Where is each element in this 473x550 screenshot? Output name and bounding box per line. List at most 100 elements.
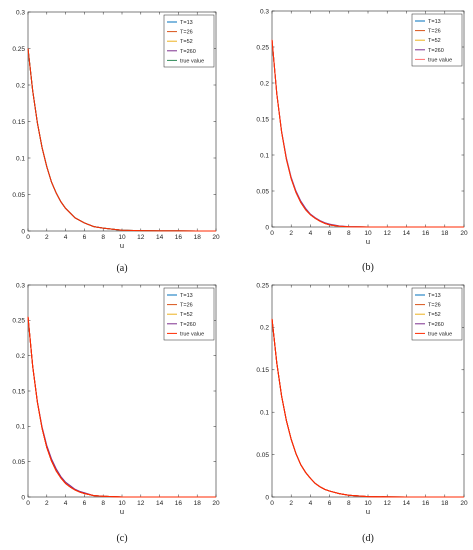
y-tick-label: 0.25: [12, 318, 25, 325]
x-axis-label: u: [120, 241, 124, 250]
legend-entry: T=13: [428, 19, 441, 25]
x-tick-label: 4: [309, 500, 313, 507]
x-tick-label: 6: [328, 230, 332, 237]
legend-entry: T=13: [180, 293, 193, 299]
x-tick-label: 18: [441, 230, 449, 237]
x-tick-label: 4: [64, 234, 68, 241]
x-tick-label: 8: [347, 500, 351, 507]
legend-entry: T=26: [180, 303, 193, 309]
legend: T=13 T=26 T=52 T=260 true value: [411, 13, 463, 67]
legend-entry: true value: [180, 58, 204, 64]
y-tick-label: 0: [21, 494, 25, 501]
x-tick-label: 20: [460, 500, 468, 507]
panel-caption: (a): [116, 263, 127, 274]
y-tick-label: 0.3: [16, 282, 25, 289]
x-tick-label: 0: [270, 230, 274, 237]
y-tick-label: 0.1: [16, 424, 25, 431]
y-tick-label: 0.3: [260, 8, 269, 15]
x-tick-label: 8: [101, 500, 105, 507]
y-tick-label: 0.15: [12, 119, 25, 126]
legend-entry: true value: [428, 57, 452, 63]
x-tick-label: 2: [45, 500, 49, 507]
x-tick-label: 6: [328, 500, 332, 507]
chart-panel-2: 0 2 4 6 8 10 12 14 16 18 20 0 0.05 0.1 0.15 0.2 0.25 0.3 u…: [12, 282, 220, 544]
x-tick-label: 10: [118, 500, 126, 507]
legend-entry: true value: [180, 331, 204, 337]
y-tick-label: 0: [21, 228, 25, 235]
x-tick-label: 0: [270, 500, 274, 507]
legend-entry: T=13: [428, 293, 441, 299]
x-axis-label: u: [120, 507, 124, 516]
x-tick-label: 4: [64, 500, 68, 507]
x-tick-label: 16: [422, 230, 430, 237]
x-tick-label: 12: [137, 234, 145, 241]
x-tick-label: 2: [289, 500, 293, 507]
y-tick-label: 0.2: [16, 82, 25, 89]
x-tick-label: 14: [403, 230, 411, 237]
legend-entry: T=52: [180, 39, 193, 45]
x-tick-label: 18: [194, 500, 202, 507]
panel-caption: (c): [116, 533, 127, 544]
y-tick-label: 0.1: [260, 152, 269, 159]
legend: T=13 T=26 T=52 T=260 true value: [411, 287, 463, 341]
y-tick-label: 0.15: [256, 116, 269, 123]
y-tick-label: 0.15: [12, 388, 25, 395]
x-tick-label: 6: [83, 234, 87, 241]
legend-entry: T=260: [428, 322, 444, 328]
y-tick-label: 0.25: [12, 46, 25, 53]
y-tick-label: 0.05: [12, 459, 25, 466]
x-tick-label: 18: [194, 234, 202, 241]
y-tick-label: 0: [265, 494, 269, 501]
y-tick-label: 0.2: [16, 353, 25, 360]
y-tick-label: 0.05: [256, 188, 269, 195]
x-tick-label: 16: [422, 500, 430, 507]
chart-panel-3: 0 2 4 6 8 10 12 14 16 18 20 0 0.05 0.1 0.15 0.2 0.25 u T=1…: [256, 282, 468, 544]
x-tick-label: 10: [364, 230, 372, 237]
panel-caption: (b): [362, 262, 374, 273]
overlay-curve: [27, 48, 216, 232]
legend-entry: T=260: [180, 49, 196, 55]
x-axis-label: u: [366, 507, 370, 516]
x-tick-label: 4: [309, 230, 313, 237]
legend-entry: T=26: [428, 303, 441, 309]
legend: T=13 T=26 T=52 T=260 true value: [163, 287, 215, 341]
x-tick-label: 2: [45, 234, 49, 241]
legend-entry: T=260: [428, 48, 444, 54]
chart-panel-1: 0 2 4 6 8 10 12 14 16 18 20 0 0.05 0.1 0.15 0.2 0.25 0.3 u…: [256, 8, 468, 273]
chart-panel-0: 0 2 4 6 8 10 12 14 16 18 20 0 0.05 0.1 0.15 0.2 0.25 0.3 u…: [12, 9, 220, 274]
x-tick-label: 16: [175, 234, 183, 241]
legend-entry: T=260: [180, 322, 196, 328]
legend: T=13 T=26 T=52 T=260 true value: [163, 14, 215, 68]
x-tick-label: 12: [384, 230, 392, 237]
overlay-curve: [27, 316, 216, 498]
y-tick-label: 0.2: [260, 80, 269, 87]
x-tick-label: 12: [137, 500, 145, 507]
overlay-curve: [271, 39, 464, 228]
x-tick-label: 20: [460, 230, 468, 237]
y-tick-label: 0.25: [256, 282, 269, 289]
x-tick-label: 14: [156, 234, 164, 241]
y-tick-label: 0.1: [16, 155, 25, 162]
x-tick-label: 10: [364, 500, 372, 507]
x-tick-label: 0: [26, 234, 30, 241]
y-tick-label: 0: [265, 224, 269, 231]
y-tick-label: 0.25: [256, 44, 269, 51]
x-tick-label: 14: [156, 500, 164, 507]
legend-entry: true value: [428, 331, 452, 337]
x-tick-label: 12: [384, 500, 392, 507]
x-tick-label: 8: [347, 230, 351, 237]
legend-entry: T=26: [428, 29, 441, 35]
x-tick-label: 16: [175, 500, 183, 507]
y-tick-label: 0.05: [256, 452, 269, 459]
legend-box: [411, 287, 463, 341]
legend-entry: T=52: [428, 312, 441, 318]
x-tick-label: 18: [441, 500, 449, 507]
x-tick-label: 8: [101, 234, 105, 241]
y-tick-label: 0.15: [256, 367, 269, 374]
y-tick-label: 0.3: [16, 9, 25, 16]
x-tick-label: 6: [83, 500, 87, 507]
legend-entry: T=13: [180, 20, 193, 26]
x-tick-label: 2: [289, 230, 293, 237]
overlay-curve: [271, 318, 464, 498]
y-tick-label: 0.05: [12, 192, 25, 199]
